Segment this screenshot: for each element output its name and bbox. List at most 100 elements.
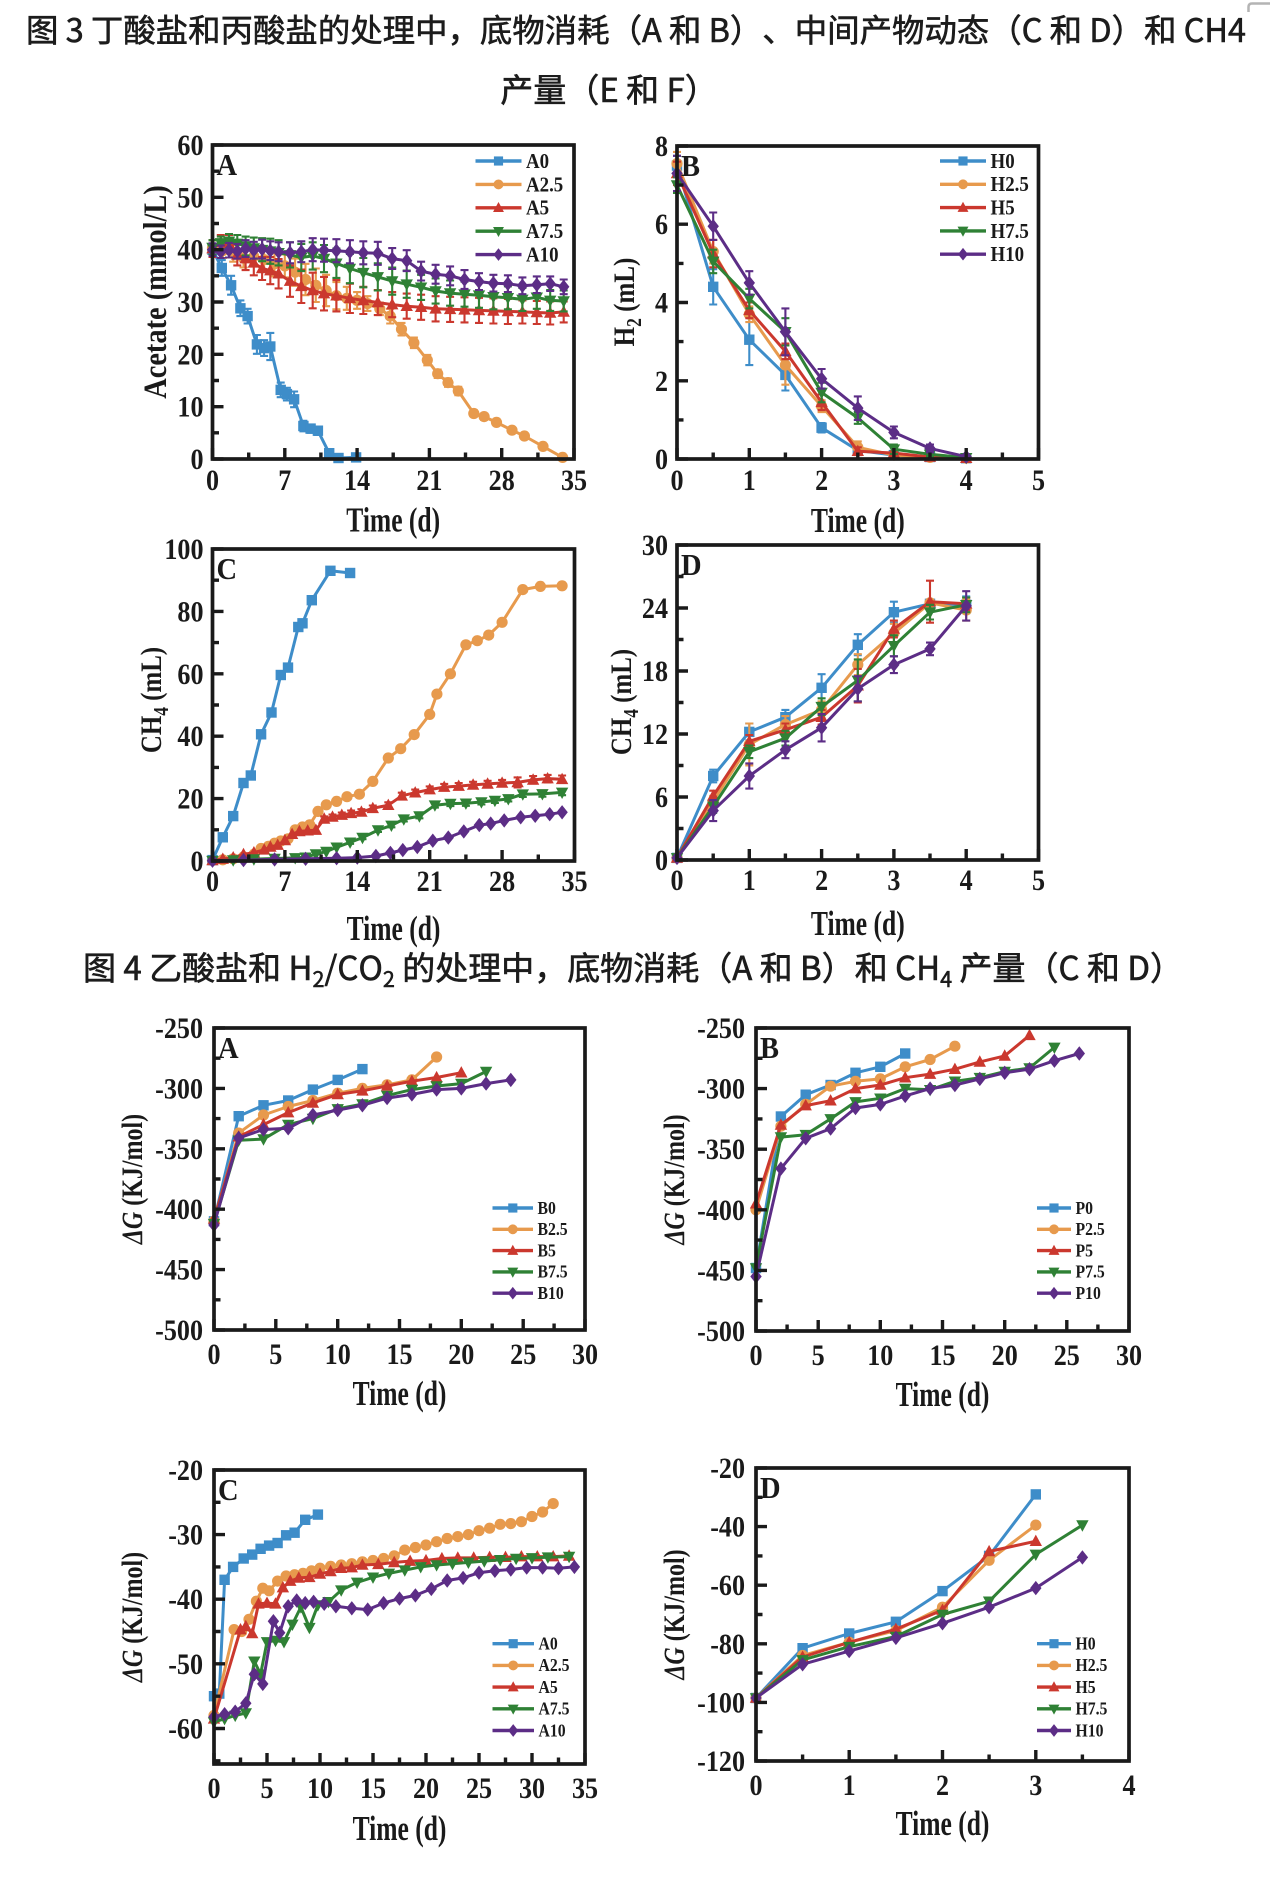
svg-text:H10: H10 (991, 243, 1025, 266)
svg-text:30: 30 (519, 1772, 545, 1805)
svg-text:A5: A5 (539, 1677, 558, 1697)
svg-text:Time (d): Time (d) (896, 1375, 990, 1414)
svg-text:-80: -80 (710, 1628, 745, 1661)
svg-text:35: 35 (572, 1772, 598, 1805)
svg-text:5: 5 (812, 1339, 825, 1372)
svg-text:15: 15 (929, 1339, 955, 1372)
svg-text:3: 3 (887, 464, 900, 497)
svg-text:B: B (760, 1031, 779, 1065)
svg-text:5: 5 (269, 1338, 282, 1371)
svg-text:28: 28 (489, 464, 515, 497)
svg-text:P0: P0 (1076, 1198, 1093, 1218)
svg-text:-400: -400 (155, 1194, 203, 1227)
svg-text:2: 2 (815, 464, 828, 497)
svg-text:H7.5: H7.5 (991, 220, 1029, 243)
svg-text:0: 0 (207, 1338, 220, 1371)
svg-text:20: 20 (992, 1339, 1018, 1372)
svg-text:H7.5: H7.5 (1076, 1699, 1108, 1719)
svg-text:14: 14 (344, 865, 370, 898)
svg-text:4: 4 (655, 287, 668, 320)
svg-text:A10: A10 (539, 1721, 566, 1741)
svg-text:-400: -400 (697, 1194, 745, 1227)
svg-text:6: 6 (655, 781, 668, 814)
svg-text:-500: -500 (155, 1314, 203, 1347)
svg-text:14: 14 (344, 464, 370, 497)
svg-text:-250: -250 (155, 1015, 203, 1045)
svg-text:30: 30 (642, 535, 668, 562)
svg-text:B10: B10 (538, 1283, 564, 1303)
svg-text:3: 3 (887, 864, 900, 897)
svg-text:2: 2 (815, 864, 828, 897)
svg-text:-30: -30 (168, 1519, 203, 1552)
svg-text:20: 20 (177, 783, 203, 816)
svg-text:ΔG (KJ/mol): ΔG (KJ/mol) (657, 1549, 690, 1680)
svg-text:0: 0 (749, 1769, 762, 1802)
svg-text:12: 12 (642, 718, 668, 751)
svg-text:25: 25 (1054, 1339, 1080, 1372)
svg-text:A: A (217, 148, 238, 182)
svg-text:0: 0 (190, 845, 203, 878)
svg-text:A7.5: A7.5 (539, 1699, 570, 1719)
svg-text:C: C (218, 1473, 239, 1507)
svg-text:P7.5: P7.5 (1076, 1262, 1105, 1282)
svg-text:ΔG (KJ/mol): ΔG (KJ/mol) (115, 1114, 148, 1245)
svg-text:60: 60 (177, 130, 203, 162)
svg-text:H5: H5 (1076, 1677, 1096, 1697)
svg-text:-450: -450 (697, 1255, 745, 1288)
svg-text:10: 10 (177, 391, 203, 424)
svg-text:1: 1 (843, 1769, 856, 1802)
svg-text:0: 0 (749, 1339, 762, 1372)
svg-text:A2.5: A2.5 (539, 1655, 570, 1675)
svg-text:Time (d): Time (d) (896, 1804, 990, 1843)
svg-text:1: 1 (743, 864, 756, 897)
svg-text:P2.5: P2.5 (1076, 1219, 1105, 1239)
svg-text:A2.5: A2.5 (526, 173, 563, 196)
svg-text:0: 0 (655, 443, 668, 476)
svg-text:-60: -60 (710, 1570, 745, 1603)
svg-text:-120: -120 (697, 1745, 745, 1778)
svg-text:-500: -500 (697, 1315, 745, 1348)
svg-text:4: 4 (960, 464, 973, 497)
svg-text:10: 10 (307, 1772, 333, 1805)
svg-text:4: 4 (960, 864, 973, 897)
svg-text:H2 (mL): H2 (mL) (607, 258, 647, 347)
svg-text:0: 0 (670, 464, 683, 497)
svg-text:15: 15 (360, 1772, 386, 1805)
svg-text:-40: -40 (168, 1584, 203, 1617)
svg-text:A0: A0 (539, 1634, 558, 1654)
svg-text:B: B (681, 149, 700, 183)
svg-text:Time (d): Time (d) (353, 1374, 447, 1413)
svg-text:C: C (217, 552, 238, 586)
svg-text:D: D (760, 1471, 781, 1505)
svg-text:50: 50 (177, 182, 203, 215)
svg-text:20: 20 (413, 1772, 439, 1805)
svg-text:-60: -60 (168, 1713, 203, 1746)
svg-text:40: 40 (177, 721, 203, 754)
svg-text:H0: H0 (991, 150, 1015, 173)
svg-text:B7.5: B7.5 (538, 1262, 568, 1282)
svg-text:35: 35 (561, 464, 587, 497)
svg-text:-40: -40 (710, 1511, 745, 1544)
svg-text:30: 30 (572, 1338, 598, 1371)
svg-text:18: 18 (642, 655, 668, 688)
svg-text:8: 8 (655, 130, 668, 163)
svg-text:-350: -350 (155, 1133, 203, 1166)
svg-text:0: 0 (207, 1772, 220, 1805)
svg-text:35: 35 (561, 865, 587, 898)
svg-text:Time (d): Time (d) (347, 909, 441, 948)
svg-text:-300: -300 (155, 1073, 203, 1106)
svg-text:25: 25 (510, 1338, 536, 1371)
svg-text:24: 24 (642, 592, 668, 625)
svg-text:3: 3 (1029, 1769, 1042, 1802)
svg-text:D: D (681, 548, 702, 582)
svg-text:2: 2 (936, 1769, 949, 1802)
svg-text:Time (d): Time (d) (811, 501, 905, 540)
svg-text:CH4 (mL): CH4 (mL) (604, 649, 644, 755)
svg-text:0: 0 (206, 865, 219, 898)
svg-text:0: 0 (206, 464, 219, 497)
svg-text:-20: -20 (168, 1455, 203, 1487)
svg-text:A: A (218, 1031, 239, 1065)
svg-text:-20: -20 (710, 1455, 745, 1485)
svg-text:Acetate (mmol/L): Acetate (mmol/L) (137, 185, 173, 398)
svg-text:CH4 (mL): CH4 (mL) (134, 647, 174, 753)
